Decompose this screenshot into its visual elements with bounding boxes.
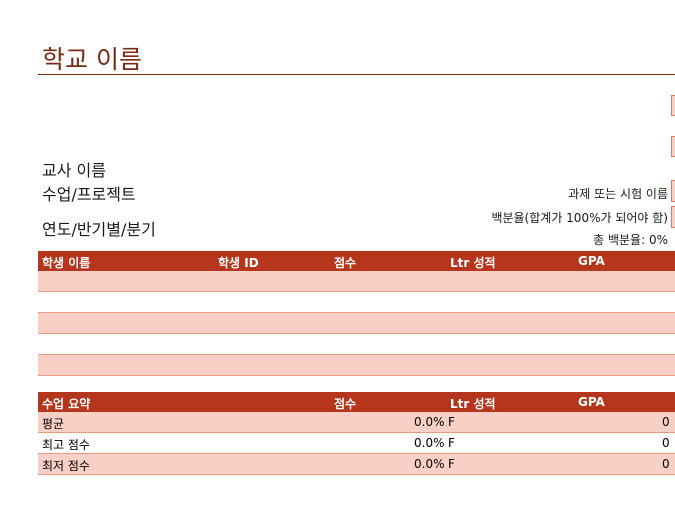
table-row[interactable] [38, 313, 675, 334]
summary-label: 평균 [42, 417, 65, 431]
table-row[interactable] [38, 271, 675, 292]
table-row[interactable] [38, 355, 675, 376]
title-divider [38, 74, 675, 75]
summary-table-header: 수업 요약 점수 Ltr 성적 GPA [38, 392, 675, 412]
col-gpa[interactable]: GPA [578, 254, 605, 268]
summary-row-highest[interactable]: 최고 점수 0.0% F 0 [38, 433, 675, 454]
col-class-summary[interactable]: 수업 요약 [42, 397, 91, 411]
input-cell-2[interactable] [671, 136, 675, 157]
percentage-label: 백분율(합계가 100%가 되어야 함) [491, 211, 668, 225]
summary-table: 수업 요약 점수 Ltr 성적 GPA 평균 0.0% F 0 최고 점수 0.… [38, 392, 675, 475]
year-semester-label[interactable]: 연도/반기별/분기 [42, 220, 156, 239]
table-row[interactable] [38, 292, 675, 313]
summary-row-average[interactable]: 평균 0.0% F 0 [38, 412, 675, 433]
col-summary-gpa[interactable]: GPA [578, 395, 605, 409]
assignment-input-cell[interactable] [671, 180, 675, 202]
summary-label: 최저 점수 [42, 459, 90, 473]
summary-score: 0.0% [414, 457, 445, 471]
col-student-id[interactable]: 학생 ID [218, 256, 259, 270]
summary-letter: F [448, 415, 455, 429]
summary-letter: F [448, 457, 455, 471]
col-student-name[interactable]: 학생 이름 [42, 256, 91, 270]
class-project-label[interactable]: 수업/프로젝트 [42, 185, 136, 204]
students-table-header: 학생 이름 학생 ID 점수 Ltr 성적 GPA [38, 251, 675, 271]
summary-score: 0.0% [414, 436, 445, 450]
summary-gpa: 0 [662, 436, 670, 450]
col-letter-grade[interactable]: Ltr 성적 [450, 256, 496, 270]
col-score[interactable]: 점수 [334, 256, 357, 270]
input-cell-1[interactable] [671, 95, 675, 116]
col-summary-letter[interactable]: Ltr 성적 [450, 397, 496, 411]
teacher-name-label[interactable]: 교사 이름 [42, 161, 106, 180]
summary-letter: F [448, 436, 455, 450]
total-percentage: 총 백분율: 0% [593, 233, 668, 247]
summary-label: 최고 점수 [42, 438, 90, 452]
summary-gpa: 0 [662, 415, 670, 429]
school-name-title[interactable]: 학교 이름 [42, 45, 142, 74]
summary-row-lowest[interactable]: 최저 점수 0.0% F 0 [38, 454, 675, 475]
assignment-name-label: 과제 또는 시험 이름 [568, 187, 668, 201]
table-row[interactable] [38, 334, 675, 355]
percentage-input-cell[interactable] [671, 206, 675, 228]
col-summary-score[interactable]: 점수 [334, 397, 357, 411]
summary-score: 0.0% [414, 415, 445, 429]
summary-gpa: 0 [662, 457, 670, 471]
students-table: 학생 이름 학생 ID 점수 Ltr 성적 GPA [38, 251, 675, 376]
